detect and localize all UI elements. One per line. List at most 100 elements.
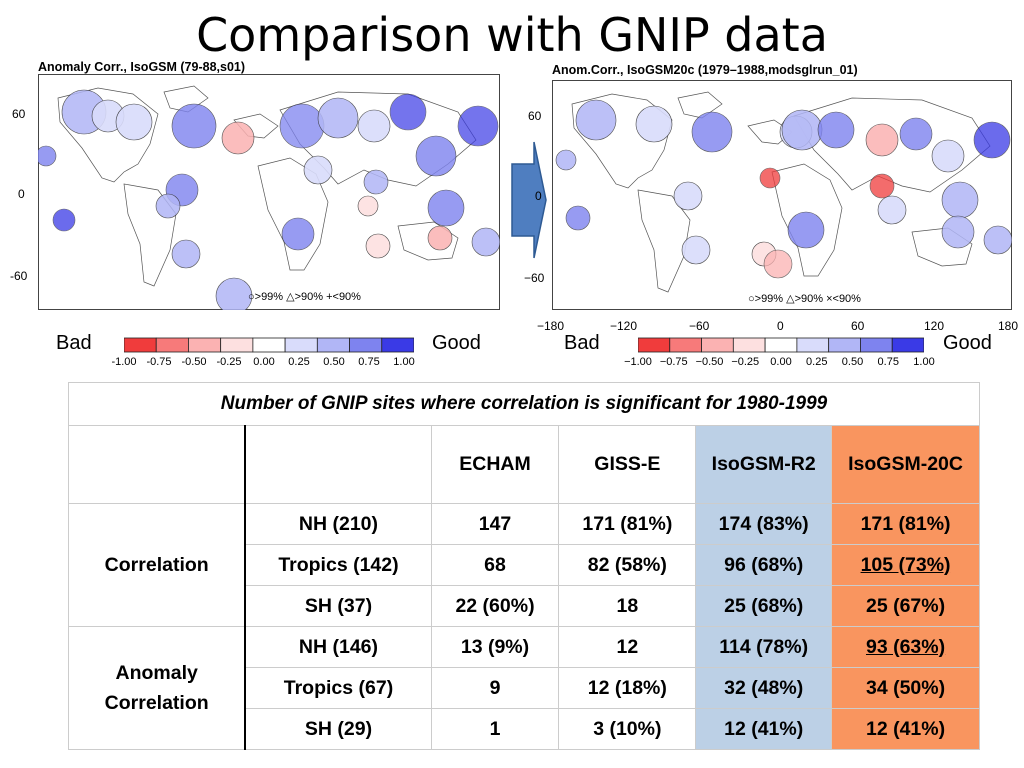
- right-colorbar-tick: −0.50: [695, 356, 724, 368]
- left-colorbar-tick: -1.00: [111, 356, 137, 368]
- isogsm-20c-cell: 25 (67%): [831, 585, 980, 627]
- left-colorbar-tick: -0.75: [146, 356, 172, 368]
- echam-cell: 147: [430, 503, 560, 545]
- left-map-legend: ○>99% △>90% +<90%: [248, 291, 361, 303]
- right-colorbar-segment: [764, 337, 798, 353]
- right-ytick-minus60: −60: [524, 271, 545, 285]
- right-xtick-6: 120: [924, 319, 945, 333]
- left-colorbar-segment: [284, 337, 318, 353]
- right-colorbar-tick: 0.75: [877, 356, 899, 368]
- giss-cell: 82 (58%): [558, 544, 697, 586]
- echam-cell: 1: [430, 708, 560, 750]
- echam-cell: 68: [430, 544, 560, 586]
- giss-cell: 12 (18%): [558, 667, 697, 709]
- isogsm-20c-cell: 171 (81%): [831, 503, 980, 545]
- isogsm-r2-cell: 12 (41%): [695, 708, 833, 750]
- echam-cell: 22 (60%): [430, 585, 560, 627]
- table-row: Correlation NH (210) 147 171 (81%) 174 (…: [68, 503, 980, 627]
- left-ytick-60: 60: [12, 107, 26, 121]
- right-colorbar-segment: [891, 337, 924, 353]
- isogsm-20c-cell-wrap: 105 (73%): [831, 544, 980, 586]
- isogsm-r2-cell: 114 (78%): [695, 626, 833, 668]
- left-colorbar-segment: [349, 337, 383, 353]
- giss-cell: 3 (10%): [558, 708, 697, 750]
- left-colorbar-tick: -0.25: [216, 356, 242, 368]
- right-colorbar-ticks: −1.00 −0.75 −0.50 −0.25 0.00 0.25 0.50 0.75 1.00: [620, 356, 942, 370]
- right-map-title: Anom.Corr., IsoGSM20c (1979–1988,modsglr…: [552, 63, 858, 77]
- isogsm-r2-cell: 96 (68%): [695, 544, 833, 586]
- isogsm-20c-cell-wrap: 93 (63%): [831, 626, 980, 668]
- slide-title: Comparison with GNIP data: [196, 8, 828, 62]
- left-colorbar-segment: [381, 337, 414, 353]
- right-correlation-blobs: [555, 99, 1012, 279]
- table-row: Tropics (142) 68 82 (58%) 96 (68%) 105 (…: [69, 544, 980, 586]
- right-bad-label: Bad: [564, 332, 600, 354]
- left-colorbar-tick: 0.00: [253, 356, 275, 368]
- giss-cell: 18: [558, 585, 697, 627]
- left-colorbar-tick: 1.00: [393, 356, 415, 368]
- region-cell: Tropics (67): [244, 667, 432, 709]
- isogsm-r2-cell: 32 (48%): [695, 667, 833, 709]
- right-colorbar-segment: [732, 337, 766, 353]
- right-xtick-4: 0: [777, 319, 784, 333]
- isogsm-r2-cell: 174 (83%): [695, 503, 833, 545]
- right-good-label: Good: [943, 332, 992, 354]
- isogsm-20c-cell: 105 (73%): [860, 553, 951, 576]
- giss-cell: 171 (81%): [558, 503, 697, 545]
- region-cell: Tropics (142): [244, 544, 432, 586]
- table-row: SH (37) 22 (60%) 18 25 (68%) 25 (67%): [69, 585, 980, 627]
- left-colorbar-segment: [252, 337, 286, 353]
- right-colorbar-segment: [828, 337, 861, 353]
- right-xtick-1: −180: [537, 319, 565, 333]
- right-xtick-3: −60: [689, 319, 710, 333]
- right-map-legend: ○>99% △>90% ×<90%: [748, 293, 861, 305]
- left-colorbar-ticks: -1.00 -0.75 -0.50 -0.25 0.00 0.25 0.50 0.75 1.00: [106, 356, 422, 370]
- right-map: ○>99% △>90% ×<90%: [552, 80, 1012, 310]
- right-colorbar-tick: −0.25: [731, 356, 760, 368]
- region-cell: SH (37): [244, 585, 432, 627]
- left-colorbar-segment: [155, 337, 189, 353]
- right-colorbar-tick: 0.00: [770, 356, 792, 368]
- group-label-correlation: Correlation: [68, 503, 247, 627]
- left-colorbar-segment: [124, 337, 157, 353]
- header-echam: ECHAM: [430, 425, 560, 504]
- header-empty-1: [68, 425, 247, 504]
- right-colorbar-segment: [701, 337, 734, 353]
- isogsm-20c-cell: 12 (41%): [831, 708, 980, 750]
- left-ytick-minus60: -60: [10, 269, 28, 283]
- isogsm-20c-cell: 93 (63%): [865, 635, 946, 658]
- left-colorbar-segment: [316, 337, 350, 353]
- left-colorbar-tick: 0.50: [323, 356, 345, 368]
- right-colorbar-segment: [638, 337, 671, 353]
- table-caption: Number of GNIP sites where correlation i…: [68, 382, 980, 426]
- header-giss-e: GISS-E: [558, 425, 697, 504]
- left-ytick-0: 0: [18, 187, 25, 201]
- right-colorbar-segment: [669, 337, 702, 353]
- right-colorbar-segment: [796, 337, 830, 353]
- right-colorbar-tick: 1.00: [913, 356, 935, 368]
- right-ytick-0: 0: [535, 189, 542, 203]
- left-colorbar-segment: [188, 337, 222, 353]
- left-colorbar-tick: 0.75: [358, 356, 380, 368]
- group-label-anomaly-correlation-wrap: Anomaly Correlation: [68, 626, 247, 750]
- group-label-anomaly-correlation: Anomaly Correlation: [104, 662, 209, 714]
- left-correlation-blobs: [38, 89, 500, 310]
- giss-cell: 12: [558, 626, 697, 668]
- gnip-table: Number of GNIP sites where correlation i…: [68, 382, 980, 750]
- right-colorbar-segment: [860, 337, 893, 353]
- table-row: Tropics (67) 9 12 (18%) 32 (48%) 34 (50%…: [69, 667, 980, 709]
- left-colorbar-segment: [220, 337, 254, 353]
- region-cell: NH (210): [244, 503, 432, 545]
- left-bad-label: Bad: [56, 332, 92, 354]
- table-row: SH (29) 1 3 (10%) 12 (41%) 12 (41%): [69, 708, 980, 750]
- echam-cell: 13 (9%): [430, 626, 560, 668]
- right-colorbar-tick: −1.00: [624, 356, 652, 368]
- right-ytick-60: 60: [528, 109, 542, 123]
- left-colorbar-tick: 0.25: [288, 356, 310, 368]
- header-isogsm-r2: IsoGSM-R2: [695, 425, 833, 504]
- right-xtick-5: 60: [851, 319, 865, 333]
- header-isogsm-20c: IsoGSM-20C: [831, 425, 980, 504]
- right-colorbar-tick: −0.75: [659, 356, 688, 368]
- left-good-label: Good: [432, 332, 481, 354]
- table-row: Anomaly Correlation NH (146) 13 (9%) 12 …: [68, 626, 980, 750]
